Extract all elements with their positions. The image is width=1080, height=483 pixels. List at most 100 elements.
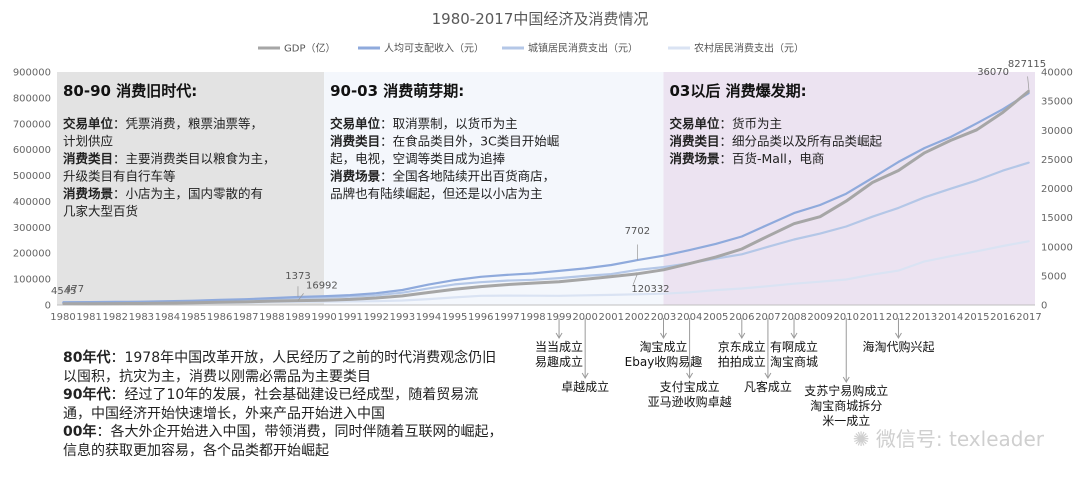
legend-item: 城镇居民消费支出（元） [502,42,638,55]
data-label-leader [632,273,638,285]
data-label: 4545 [51,286,76,297]
series-point [688,249,691,251]
series-point [506,294,508,297]
x-tick-label: 2009 [807,312,832,323]
event-label: 淘宝商城拆分 [810,398,882,413]
x-tick-label: 1985 [181,312,206,323]
series-point [62,303,64,305]
series-point [975,179,978,182]
series-point [558,280,560,283]
y-tick-label: 700000 [13,119,51,130]
y-tick-label: 400000 [13,197,51,208]
series-point [767,245,769,248]
series-point [1002,245,1004,247]
series-point [923,260,926,263]
x-tick-label: 1981 [76,312,101,323]
x-tick-label: 1986 [207,312,232,323]
y2-tick-label: 30000 [1041,126,1073,137]
era-panel-line: 交易单位：凭票消费，粮票油票等， [63,116,263,131]
era-panel-line: 起，电视，空调等类目成为追捧 [330,151,506,166]
chart-title: 1980-2017中国经济及消费情况 [432,10,649,28]
data-label: 36070 [977,67,1009,78]
series-point [558,277,560,279]
x-tick-label: 2014 [938,312,963,323]
series-point [218,301,221,304]
series-point [975,122,978,125]
era-panel-line: 几家大型百货 [63,204,138,219]
series-point [662,292,665,295]
event-label: 支苏宁易购成立 [804,383,888,398]
series-line-1 [62,89,1030,306]
series-point [767,235,769,237]
y2-tick-label: 5000 [1041,271,1066,282]
era-panel-line: 计划供应 [63,134,113,149]
legend-label: GDP（亿） [284,42,335,55]
era-panel-1 [57,72,325,305]
series-point [741,287,743,290]
series-point [897,161,900,163]
series-point [532,294,534,297]
series-point [349,294,351,296]
series-point [610,264,613,266]
event-label: 当当成立 [535,339,583,354]
era-panel-line: 消费场景：小店为主，国内零散的有 [63,186,263,201]
series-point [897,207,900,209]
series-lines [62,89,1030,306]
x-tick-label: 1982 [102,312,127,323]
series-point [558,295,560,297]
data-label: 1373 [285,271,310,282]
event-label: 京东成立 [718,339,766,354]
series-point [532,272,534,275]
axes: 0100000200000300000400000500000600000700… [13,68,1073,324]
y2-tick-label: 10000 [1041,242,1073,253]
series-point [819,204,821,206]
x-tick-label: 2003 [651,312,676,323]
series-point [479,295,482,297]
y-tick-label: 900000 [13,68,51,79]
y-tick-label: 0 [45,301,51,312]
series-point [453,296,456,299]
series-point [871,181,874,184]
series-point [636,293,639,296]
series-point [584,278,586,281]
y2-tick-label: 15000 [1041,213,1073,224]
era-summary: 80年代：1978年中国改革开放，人民经历了之前的时代消费观念仍旧以囤积，抗灾为… [63,349,503,460]
x-tick-label: 2013 [912,312,937,323]
series-point [192,299,195,302]
series-point [323,299,325,301]
event-arrow-head [842,376,850,383]
era-panel-3 [663,72,1035,305]
series-point [714,256,717,258]
series-point [819,232,821,235]
series-point [662,269,665,271]
y-tick-label: 600000 [13,145,51,156]
series-point [949,139,952,142]
series-line-2 [62,92,1030,304]
series-point [819,280,821,283]
era-panel-line: 消费类目：主要消费类目以粮食为主， [63,151,276,166]
series-point [767,223,769,226]
event-arrow-head [895,332,902,339]
series-point [114,302,117,305]
series-point [793,238,795,241]
series-point [767,285,769,288]
event-label: 海淘代购兴起 [862,339,934,354]
event-arrow-head [790,332,798,339]
x-tick-label: 1998 [520,312,545,323]
event-label: 有啊成立 [770,339,818,354]
event-arrow-head [660,332,667,339]
series-point [584,267,586,270]
era-panel-line: 消费场景：全国各地陆续开出百货商店， [330,169,555,184]
series-point [949,255,952,257]
series-point [244,301,247,303]
legend-item: 农村居民消费支出（元） [668,42,804,55]
event-label: 支付宝成立 [660,379,720,394]
x-tick-label: 2001 [599,312,624,323]
event-label: 淘宝成立 [639,339,687,354]
x-tick-label: 1990 [311,312,336,323]
series-point [871,215,874,218]
series-point [244,298,247,300]
series-point [1028,161,1030,164]
y-tick-label: 100000 [13,275,51,286]
